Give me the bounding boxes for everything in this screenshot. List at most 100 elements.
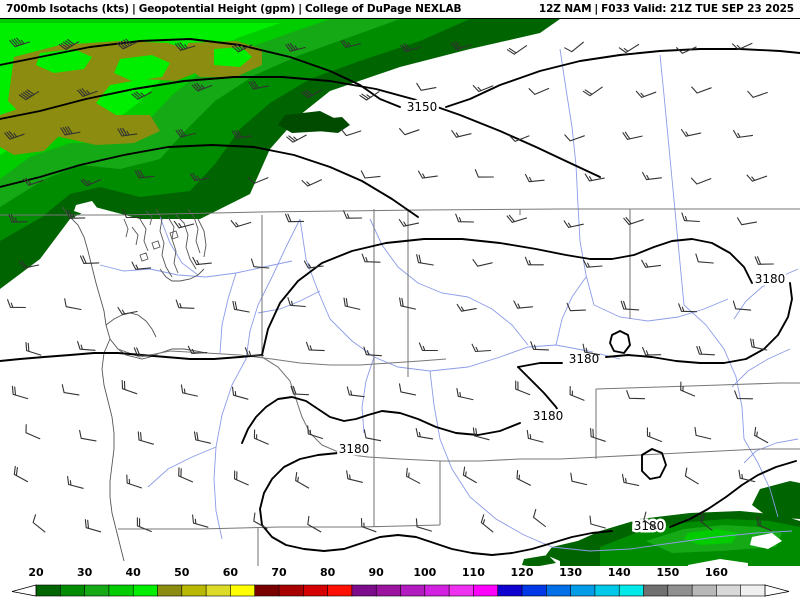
wind-barb — [58, 39, 80, 51]
wind-barb — [733, 129, 754, 139]
header-source-label: College of DuPage NEXLAB — [304, 3, 462, 15]
wind-barb — [307, 515, 322, 533]
wind-barb — [754, 426, 769, 444]
contour-label-3180-b-halo: 3180 — [569, 352, 600, 366]
colorbar-tick-50: 50 — [174, 566, 190, 579]
wind-barb — [626, 390, 646, 400]
wind-barb — [9, 37, 30, 48]
wind-barb — [137, 431, 154, 445]
colorbar-tick-100: 100 — [413, 566, 437, 579]
height-contour-small-ring-a — [609, 330, 631, 354]
wind-barb — [80, 178, 102, 187]
wind-barb — [133, 347, 153, 356]
wind-barb — [754, 256, 774, 265]
wind-barb — [515, 380, 531, 396]
colorbar-swatch-135 — [594, 584, 620, 597]
wind-barb — [415, 518, 433, 532]
colorbar-swatch-35 — [108, 584, 134, 597]
wind-barb — [462, 466, 477, 484]
colorbar-swatch-65 — [254, 584, 280, 597]
wind-barb — [398, 218, 420, 227]
wind-barb — [416, 254, 434, 266]
wind-barb — [695, 253, 714, 264]
wind-barb — [405, 467, 421, 484]
wind-barb — [303, 260, 324, 269]
wind-barb — [343, 297, 361, 310]
colorbar-tick-90: 90 — [368, 566, 384, 579]
colorbar-swatch-50 — [181, 584, 207, 597]
wind-barb — [305, 341, 325, 352]
wind-barb — [450, 41, 472, 51]
wind-barb — [192, 256, 212, 266]
wind-barb — [570, 472, 588, 486]
colorbar-swatch-130 — [570, 584, 596, 597]
wind-barb — [175, 299, 195, 309]
wind-barb — [681, 212, 700, 223]
header-model-run-label: 12Z NAM — [538, 3, 592, 15]
wind-barb — [285, 42, 306, 52]
wind-barb — [455, 213, 475, 223]
height-contour-3150-right — [445, 48, 800, 108]
wind-barb — [253, 429, 269, 445]
wind-barb — [117, 306, 138, 315]
wind-barb — [415, 427, 434, 440]
wind-barb — [346, 386, 365, 398]
contour-label-3180-e-text: 3180 — [634, 519, 665, 533]
wind-barb — [642, 171, 662, 181]
wind-barb — [187, 345, 208, 355]
wind-barb — [474, 169, 494, 178]
wind-barb — [136, 517, 152, 533]
wind-barb — [516, 469, 531, 486]
colorbar-swatch-160 — [716, 584, 742, 597]
wind-barb — [173, 220, 195, 229]
colorbar-swatch-40 — [132, 584, 159, 597]
wind-barb — [736, 217, 758, 226]
height-contour-upper-b — [0, 76, 601, 178]
wind-barb — [174, 42, 196, 51]
wind-barb — [61, 384, 80, 396]
height-contour-3180-main-c — [517, 362, 563, 368]
colorbar-over-arrow — [764, 584, 790, 597]
contour-label-3150-halo: 3150 — [407, 100, 438, 114]
height-contour-3180-main-d — [517, 366, 563, 418]
height-contour-3180-main-b — [605, 282, 793, 364]
wind-barb — [121, 380, 138, 395]
wind-barb — [622, 131, 643, 140]
header-field-label: Geopotential Height (gpm) — [138, 3, 296, 15]
colorbar-swatch-70 — [278, 584, 305, 597]
map-canvas[interactable]: 3150 3150 3180 3180 3180 3180 3180 3180 — [0, 18, 800, 566]
colorbar-swatch-30 — [84, 584, 110, 597]
wind-barb — [676, 46, 697, 54]
wind-barb — [247, 177, 269, 184]
colorbar-swatch-25 — [59, 584, 86, 597]
wind-barb — [359, 91, 380, 101]
wind-barb — [513, 300, 534, 309]
wind-barb — [79, 429, 97, 442]
wind-barb — [232, 300, 250, 313]
wind-barb — [506, 214, 528, 223]
wind-barb — [734, 390, 754, 400]
colorbar-tick-130: 130 — [559, 566, 583, 579]
wind-barb — [134, 169, 155, 179]
wind-barb — [471, 343, 492, 353]
colorbar-tick-140: 140 — [607, 566, 631, 579]
contour-label-3150-text: 3150 — [407, 100, 438, 114]
wind-barb — [641, 259, 662, 268]
wind-barb — [569, 385, 585, 401]
wind-barb — [13, 465, 29, 483]
height-contour-3180-lower-b — [669, 460, 797, 528]
wind-barb — [746, 174, 768, 182]
coastline-layer — [61, 206, 207, 562]
colorbar-tick-70: 70 — [271, 566, 287, 579]
height-contour-layer — [0, 38, 800, 556]
contour-label-3180-e: 3180 3180 — [631, 517, 667, 536]
wind-barb — [416, 82, 437, 91]
contour-label-3180-a-text: 3180 — [755, 272, 786, 286]
colorbar-swatch-95 — [400, 584, 426, 597]
wind-barb — [4, 130, 25, 140]
contour-label-3180-d-halo: 3180 — [339, 442, 370, 456]
wind-barb — [253, 512, 268, 530]
contour-label-3180-a: 3180 3180 — [752, 270, 788, 289]
wind-barb — [244, 347, 264, 357]
